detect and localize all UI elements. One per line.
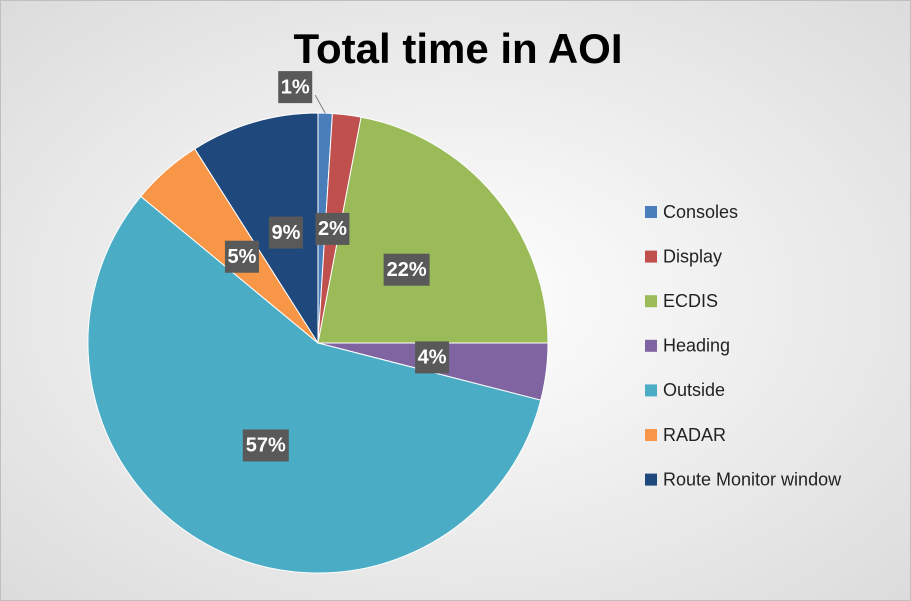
legend-swatch xyxy=(645,206,657,218)
data-label-box xyxy=(315,212,350,245)
pie-slice xyxy=(87,195,542,574)
legend-swatch xyxy=(645,384,657,397)
legend-label: ECDIS xyxy=(663,291,718,311)
legend-swatch xyxy=(645,339,657,352)
data-label-box xyxy=(224,240,259,273)
legend-label: Heading xyxy=(663,336,730,356)
legend-label: Outside xyxy=(663,380,725,400)
pie-slice xyxy=(194,112,319,345)
data-label-box xyxy=(242,429,289,462)
legend-swatch xyxy=(645,473,657,486)
leader-line xyxy=(314,94,326,114)
data-label-box xyxy=(278,71,313,104)
pie-slice xyxy=(317,116,549,344)
data-label: 4% xyxy=(418,347,447,369)
data-label-box xyxy=(415,341,450,374)
legend-label: Display xyxy=(663,246,722,266)
legend-label: RADAR xyxy=(663,425,726,445)
chart-title: Total time in AOI xyxy=(293,25,622,72)
data-label: 1% xyxy=(281,76,310,98)
data-label: 57% xyxy=(246,435,286,457)
data-label: 2% xyxy=(318,218,347,240)
legend-label: Route Monitor window xyxy=(663,469,842,489)
data-label: 9% xyxy=(271,222,300,244)
data-label-box xyxy=(383,253,430,286)
data-label: 22% xyxy=(387,259,427,281)
legend-swatch xyxy=(645,250,657,263)
data-label-box xyxy=(268,216,303,249)
legend-label: Consoles xyxy=(663,202,738,222)
legend-swatch xyxy=(645,295,657,308)
data-label: 5% xyxy=(227,246,256,268)
legend-swatch xyxy=(645,429,657,441)
